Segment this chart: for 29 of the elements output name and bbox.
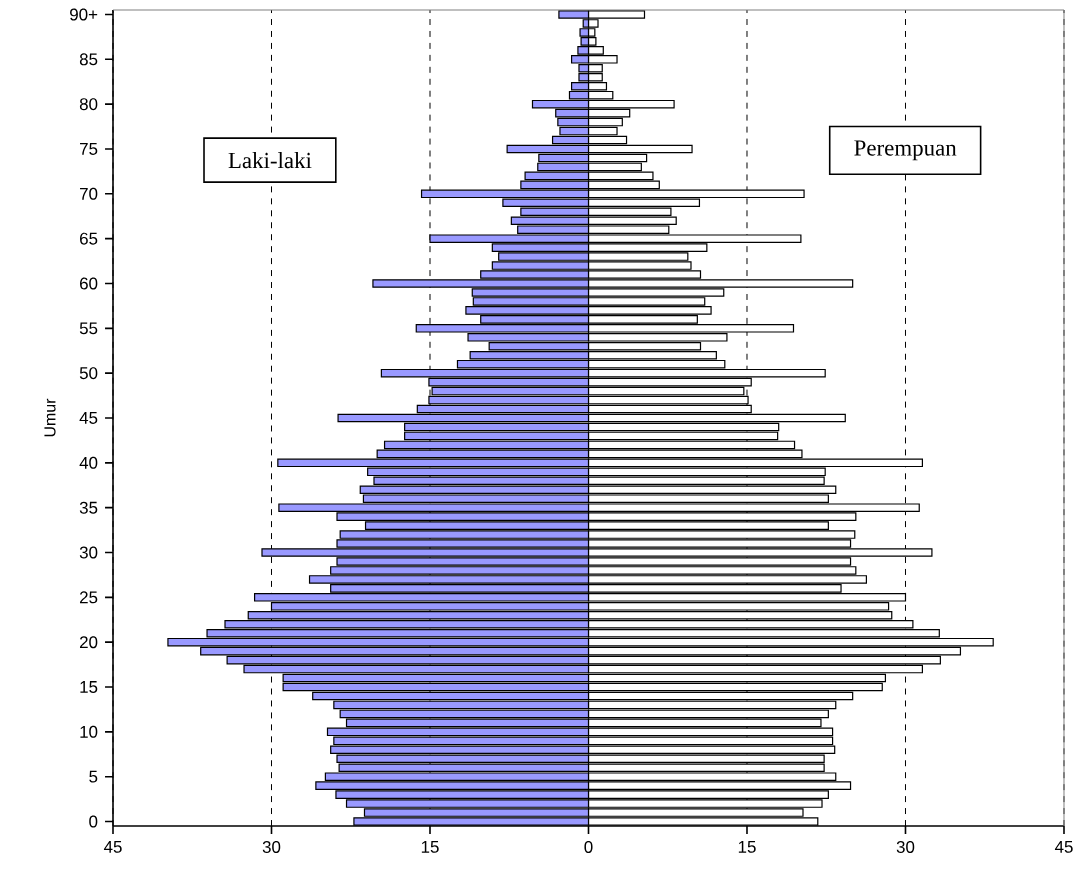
x-tick-label: 0: [584, 841, 593, 853]
y-tick-label: 5: [89, 770, 98, 783]
y-tick-label: 85: [79, 53, 98, 66]
y-tick-label: 55: [79, 322, 98, 335]
y-tick-label: 60: [80, 277, 98, 290]
x-tick-label: 30: [896, 841, 915, 853]
y-axis-title: Umur: [44, 398, 56, 437]
y-tick-label: 15: [80, 681, 98, 693]
x-tick-label: 15: [738, 841, 756, 853]
x-tick-label: 45: [103, 841, 122, 853]
y-tick-label: 80: [79, 98, 98, 111]
text: Perempuan: [854, 140, 957, 161]
y-tick-label: 40: [79, 456, 98, 469]
x-tick-label: 15: [421, 841, 439, 853]
text: Laki-laki: [228, 152, 312, 169]
y-tick-label: 45: [79, 412, 98, 424]
y-tick-label: 25: [79, 591, 98, 604]
y-tick-label: 50: [79, 367, 98, 380]
y-tick-label: 30: [79, 546, 98, 559]
y-tick-label: 75: [80, 143, 98, 155]
y-tick-label: 35: [79, 501, 98, 514]
y-tick-label: 10: [80, 725, 98, 738]
y-tick-label: 20: [79, 636, 98, 649]
y-tick-label: 0: [89, 815, 98, 828]
y-tick-label: 90+: [70, 8, 98, 21]
y-tick-label: 70: [80, 187, 98, 200]
y-tick-label: 65: [80, 232, 98, 245]
x-tick-label: 45: [1054, 841, 1073, 853]
x-tick-label: 30: [262, 841, 281, 853]
